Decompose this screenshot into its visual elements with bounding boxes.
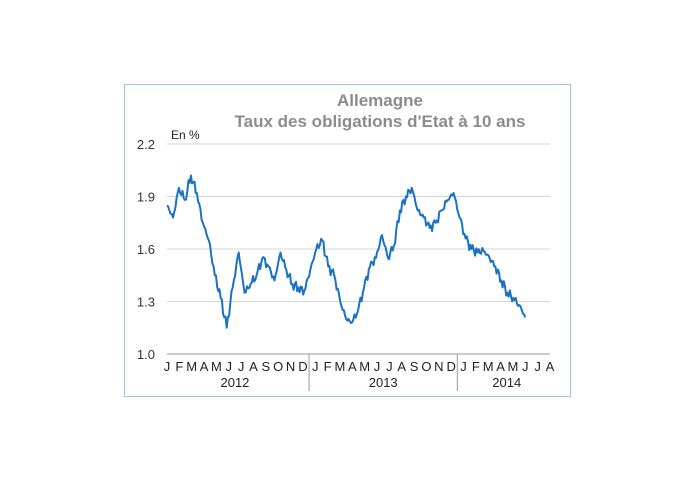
year-label: 2013: [369, 375, 398, 390]
x-tick-label: N: [434, 359, 443, 374]
x-tick-label: J: [374, 359, 381, 374]
x-tick-label: S: [410, 359, 419, 374]
x-tick-label: F: [175, 359, 183, 374]
x-tick-label: O: [273, 359, 283, 374]
y-tick-label: 1.3: [137, 295, 155, 310]
year-label: 2014: [492, 375, 521, 390]
x-tick-label: A: [348, 359, 357, 374]
chart-frame: [124, 84, 571, 397]
x-tick-label: M: [508, 359, 519, 374]
x-tick-label: J: [164, 359, 171, 374]
x-tick-label: J: [522, 359, 529, 374]
y-tick-label: 1.9: [137, 190, 155, 205]
chart-subtitle: Taux des obligations d'Etat à 10 ans: [234, 112, 526, 131]
x-tick-label: D: [298, 359, 307, 374]
x-tick-label: S: [262, 359, 271, 374]
x-tick-label: J: [534, 359, 541, 374]
x-tick-label: M: [483, 359, 494, 374]
x-tick-label: M: [335, 359, 346, 374]
y-tick-label: 1.6: [137, 242, 155, 257]
x-tick-label: M: [186, 359, 197, 374]
x-tick-label: J: [238, 359, 245, 374]
x-tick-label: F: [324, 359, 332, 374]
x-tick-label: J: [312, 359, 319, 374]
x-tick-label: J: [226, 359, 233, 374]
x-tick-label: D: [446, 359, 455, 374]
chart-titles: Allemagne Taux des obligations d'Etat à …: [190, 90, 570, 132]
x-tick-label: F: [472, 359, 480, 374]
x-tick-label: J: [460, 359, 467, 374]
x-tick-label: N: [286, 359, 295, 374]
year-label: 2012: [220, 375, 249, 390]
y-tick-label: 2.2: [137, 137, 155, 152]
x-tick-label: A: [397, 359, 406, 374]
chart-title: Allemagne: [337, 91, 423, 110]
y-tick-label: 1.0: [137, 347, 155, 362]
x-tick-label: A: [249, 359, 258, 374]
x-tick-label: J: [386, 359, 393, 374]
x-tick-label: O: [421, 359, 431, 374]
x-tick-label: M: [359, 359, 370, 374]
x-tick-label: A: [546, 359, 555, 374]
series-line: [166, 174, 527, 329]
x-tick-label: A: [496, 359, 505, 374]
x-tick-label: A: [200, 359, 209, 374]
x-tick-label: M: [211, 359, 222, 374]
y-axis-label: En %: [171, 128, 200, 142]
